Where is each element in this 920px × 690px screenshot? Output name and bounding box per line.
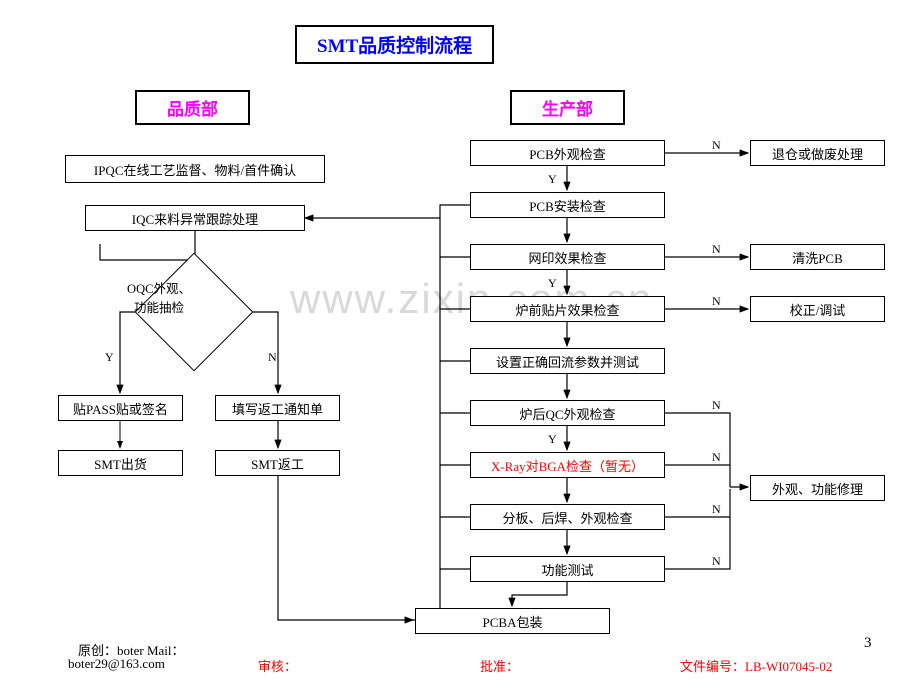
node-iqc: IQC来料异常跟踪处理 (85, 205, 305, 231)
lbl-n1: N (712, 138, 721, 153)
node-rework-notice: 填写返工通知单 (215, 395, 340, 421)
node-pcb-mount: PCB安装检查 (470, 192, 665, 218)
node-calib: 校正/调试 (750, 296, 885, 322)
node-func-test: 功能测试 (470, 556, 665, 582)
node-pcb-visual: PCB外观检查 (470, 140, 665, 166)
node-pass: 贴PASS贴或签名 (58, 395, 183, 421)
lbl-y1: Y (548, 172, 557, 187)
node-clean-pcb: 清洗PCB (750, 244, 885, 270)
node-pre-oven: 炉前贴片效果检查 (470, 296, 665, 322)
node-post-oven-qc: 炉后QC外观检查 (470, 400, 665, 426)
node-xray: X-Ray对BGA检查（暂无） (470, 452, 665, 478)
node-smt-ship: SMT出货 (58, 450, 183, 476)
node-stencil: 网印效果检查 (470, 244, 665, 270)
node-smt-rework: SMT返工 (215, 450, 340, 476)
node-return-scrap: 退仓或做废处理 (750, 140, 885, 166)
node-oqc-label: OQC外观、功能抽检 (127, 278, 191, 316)
node-pcba-pack: PCBA包装 (415, 608, 610, 634)
dept-quality-header: 品质部 (135, 90, 250, 125)
lbl-n3: N (712, 242, 721, 257)
label-y-oqc: Y (105, 350, 114, 365)
lbl-n6: N (712, 398, 721, 413)
label-n-oqc: N (268, 350, 277, 365)
lbl-n7: N (712, 450, 721, 465)
node-reflow-param: 设置正确回流参数并测试 (470, 348, 665, 374)
node-board-split: 分板、后焊、外观检查 (470, 504, 665, 530)
lbl-n4: N (712, 294, 721, 309)
dept-production-header: 生产部 (510, 90, 625, 125)
node-repair: 外观、功能修理 (750, 475, 885, 501)
page-title: SMT品质控制流程 (295, 25, 494, 64)
lbl-y6: Y (548, 432, 557, 447)
lbl-n9: N (712, 554, 721, 569)
node-ipqc: IPQC在线工艺监督、物料/首件确认 (65, 155, 325, 183)
lbl-y3: Y (548, 276, 557, 291)
lbl-n8: N (712, 502, 721, 517)
